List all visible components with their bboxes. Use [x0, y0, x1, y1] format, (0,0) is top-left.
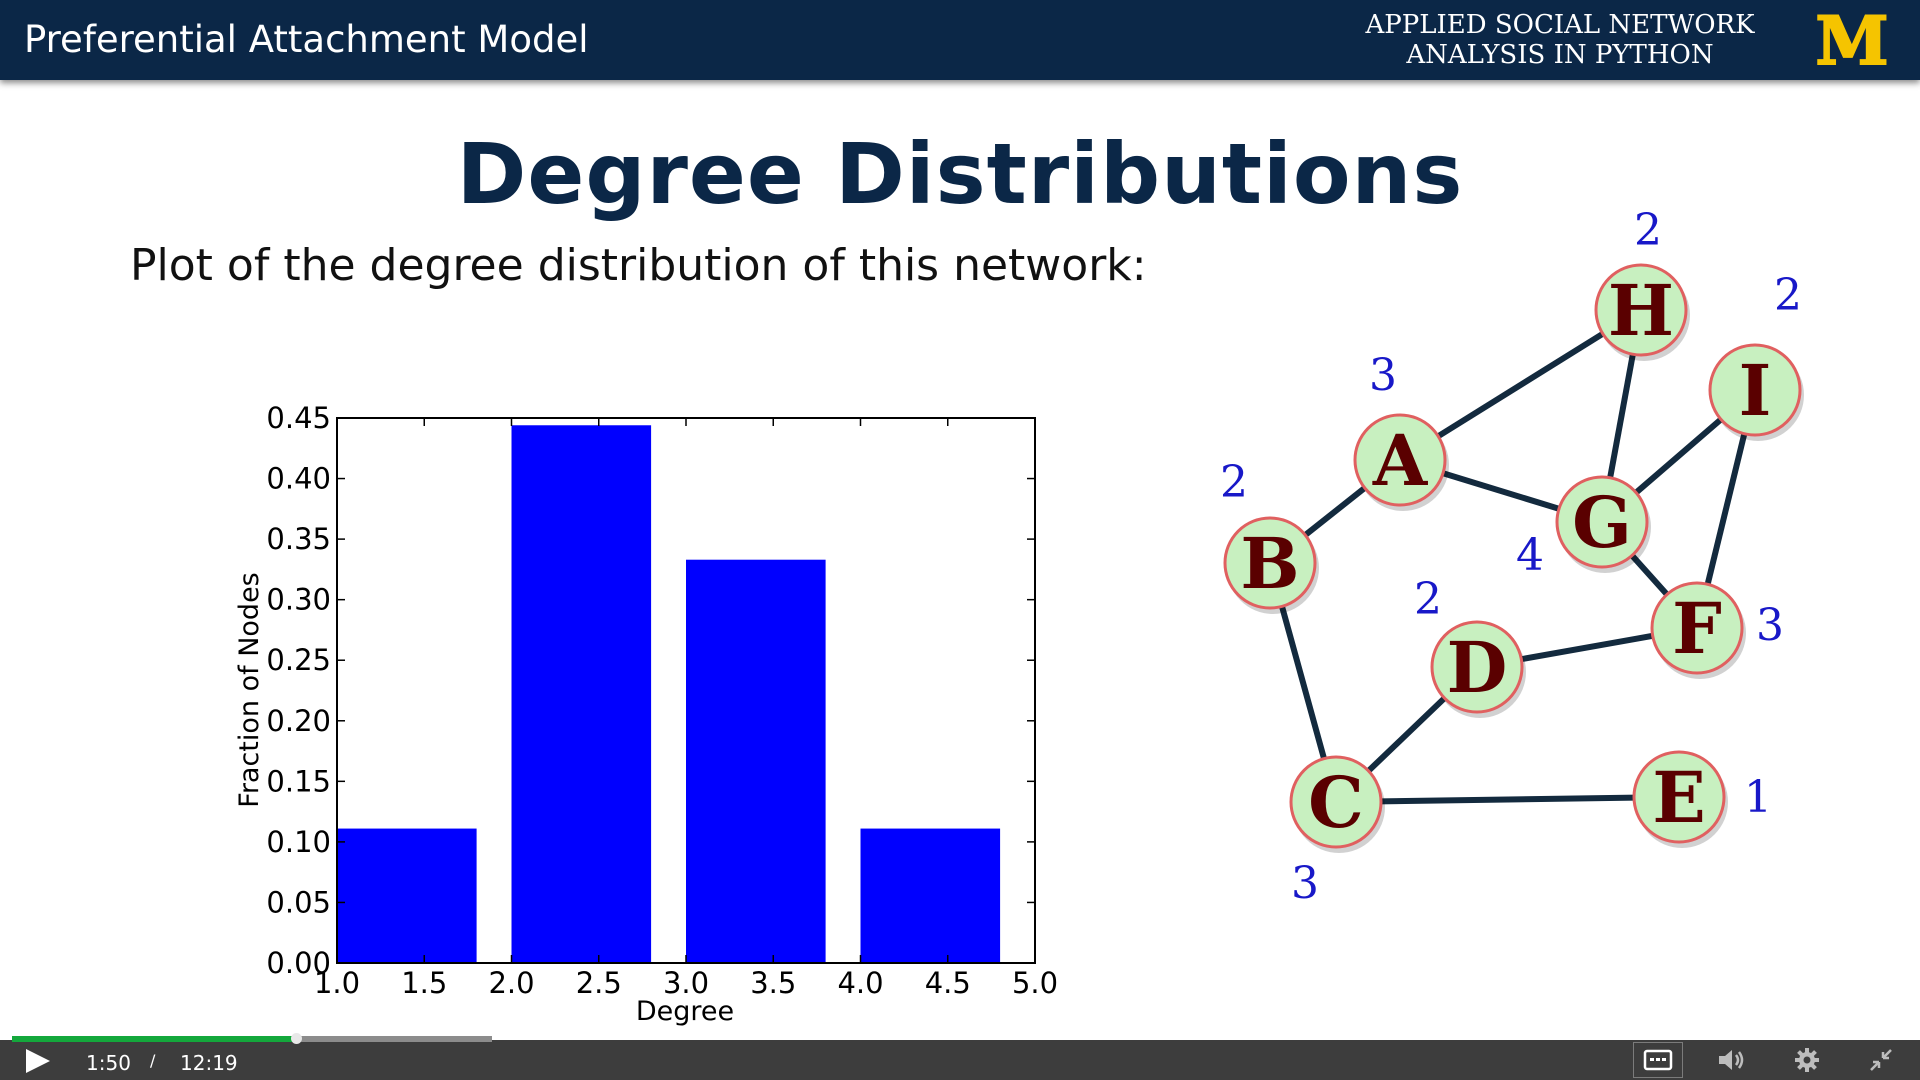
x-tick-label: 4.5	[925, 966, 971, 1000]
time-separator: /	[150, 1051, 156, 1070]
degree-label-G: 4	[1516, 530, 1544, 581]
exit-fullscreen-icon	[1870, 1049, 1892, 1071]
x-axis-label: Degree	[636, 996, 734, 1027]
degree-label-I: 2	[1774, 270, 1802, 321]
course-title-line-1: APPLIED SOCIAL NETWORK	[1365, 10, 1755, 40]
x-tick-label: 4.0	[837, 966, 883, 1000]
y-tick-label: 0.00	[266, 946, 331, 980]
bar-degree-2	[511, 425, 652, 963]
x-tick-label: 2.5	[576, 966, 622, 1000]
node-circle	[1223, 516, 1317, 610]
settings-button[interactable]	[1783, 1042, 1831, 1078]
y-tick-label: 0.30	[266, 583, 331, 617]
x-tick-label: 1.5	[401, 966, 447, 1000]
node-E: E	[1632, 750, 1728, 848]
node-label: E	[1652, 756, 1705, 839]
node-label: G	[1572, 481, 1632, 564]
x-tick-label: 5.0	[1012, 966, 1058, 1000]
node-circle	[1555, 475, 1649, 569]
slide-subtitle: Plot of the degree distribution of this …	[130, 240, 1147, 291]
degree-label-B: 2	[1220, 457, 1248, 508]
y-tick-label: 0.15	[266, 764, 331, 798]
bar-degree-3	[686, 559, 826, 963]
x-tick-label: 3.5	[750, 966, 796, 1000]
course-title: APPLIED SOCIAL NETWORK ANALYSIS IN PYTHO…	[1350, 10, 1770, 70]
y-tick-label: 0.35	[266, 522, 331, 556]
node-B: B	[1223, 516, 1319, 614]
captions-button[interactable]	[1633, 1042, 1683, 1078]
play-icon[interactable]	[20, 1047, 54, 1075]
y-tick-label: 0.45	[266, 401, 331, 435]
node-label: B	[1240, 522, 1299, 605]
video-controls-bar	[0, 1040, 1920, 1080]
y-tick-label: 0.20	[266, 704, 331, 738]
node-circle	[1708, 343, 1802, 437]
university-logo: M	[1814, 12, 1889, 68]
node-circle	[1650, 581, 1744, 675]
slide-title: Degree Distributions	[456, 125, 1464, 223]
y-axis-label: Fraction of Nodes	[234, 572, 265, 808]
x-tick-label: 1.0	[314, 966, 360, 1000]
node-D: D	[1430, 620, 1526, 718]
network-edges	[1267, 307, 1758, 805]
edge-A-H	[1398, 307, 1643, 463]
bar-degree-1	[337, 828, 477, 963]
volume-icon	[1719, 1050, 1744, 1070]
node-label: C	[1308, 761, 1364, 844]
degree-distribution-chart: 0.00 0.05 0.10 0.15 0.20 0.25 0.30 0.35 0.40 0.45…	[234, 401, 1058, 1027]
header-bar: Preferential Attachment Model APPLIED SO…	[0, 0, 1920, 80]
node-G: G	[1555, 475, 1651, 573]
node-label: I	[1739, 349, 1772, 432]
progress-handle[interactable]	[291, 1033, 302, 1044]
degree-label-C: 3	[1291, 858, 1319, 909]
node-F: F	[1650, 581, 1746, 679]
degree-label-F: 3	[1756, 600, 1784, 651]
chart-ticks: 0.00 0.05 0.10 0.15 0.20 0.25 0.30 0.35 0.40 0.45…	[266, 401, 1058, 1000]
svg-text:M: M	[1815, 12, 1888, 68]
chart-bars	[337, 425, 1001, 963]
exit-fullscreen-button[interactable]	[1857, 1042, 1905, 1078]
node-label: A	[1372, 419, 1429, 502]
degree-label-A: 3	[1369, 350, 1397, 401]
captions-icon	[1643, 1049, 1673, 1071]
y-tick-label: 0.40	[266, 462, 331, 496]
x-tick-label: 2.0	[488, 966, 534, 1000]
node-label: D	[1447, 626, 1508, 709]
node-circle	[1289, 755, 1383, 849]
volume-button[interactable]	[1708, 1042, 1756, 1078]
gear-icon	[1795, 1048, 1819, 1072]
node-circle	[1594, 263, 1688, 357]
edge-C-E	[1335, 794, 1680, 805]
bar-degree-4	[860, 828, 1001, 963]
lecture-title: Preferential Attachment Model	[24, 18, 589, 61]
node-circle	[1632, 750, 1726, 844]
y-tick-label: 0.10	[266, 825, 331, 859]
degree-label-E: 1	[1744, 772, 1772, 823]
current-time: 1:50	[86, 1051, 131, 1075]
node-circle	[1430, 620, 1524, 714]
node-label: H	[1608, 269, 1674, 352]
node-I: I	[1708, 343, 1804, 441]
degree-label-D: 2	[1414, 574, 1442, 625]
total-time: 12:19	[180, 1051, 238, 1075]
node-H: H	[1594, 263, 1690, 361]
x-tick-label: 3.0	[663, 966, 709, 1000]
y-tick-label: 0.05	[266, 885, 331, 919]
node-label: F	[1672, 587, 1722, 670]
node-C: C	[1289, 755, 1385, 853]
course-title-line-2: ANALYSIS IN PYTHON	[1406, 40, 1714, 70]
node-circle	[1353, 413, 1447, 507]
y-tick-label: 0.25	[266, 643, 331, 677]
degree-label-H: 2	[1634, 205, 1662, 256]
progress-fill	[12, 1036, 296, 1042]
node-A: A	[1353, 413, 1449, 511]
